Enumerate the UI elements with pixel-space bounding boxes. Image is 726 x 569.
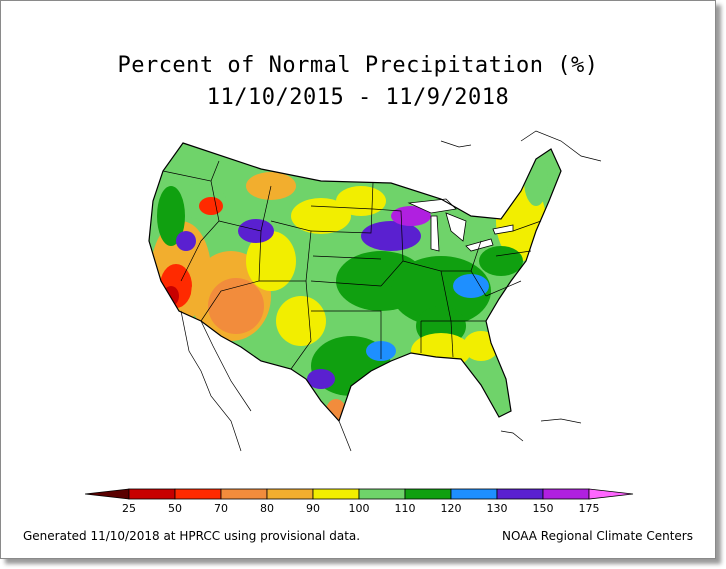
precip-legend: 25 50 70 80 90 100 110 120 130 150 175 [85,488,634,515]
legend-tick-label: 150 [533,502,554,515]
legend-swatch [128,488,176,500]
footer-generated-note: Generated 11/10/2018 at HPRCC using prov… [23,529,361,543]
border-context [180,130,602,452]
footer-source: NOAA Regional Climate Centers [502,529,693,543]
legend-tick-label: 110 [395,502,416,515]
state-boundaries [162,160,542,370]
map-title: Percent of Normal Precipitation (%) [117,53,599,78]
figure-frame: Percent of Normal Precipitation (%) 11/1… [0,0,716,559]
legend-tick-label: 50 [168,502,182,515]
map-date-range: 11/10/2015 - 11/9/2018 [206,85,510,110]
legend-tick-label: 90 [306,502,320,515]
great-lakes [407,198,514,252]
legend-swatch [358,488,406,500]
legend-swatch [312,488,360,500]
legend-color-bar [85,488,634,500]
legend-tick-label: 70 [214,502,228,515]
precip-field [149,143,561,421]
legend-swatch-high [588,488,634,500]
legend-tick-label: 25 [122,502,136,515]
legend-swatch [266,488,314,500]
legend-tick-labels: 25 50 70 80 90 100 110 120 130 150 175 [122,502,600,515]
legend-swatch [404,488,452,500]
legend-swatch [450,488,498,500]
legend-tick-label: 175 [579,502,600,515]
us-outline [148,142,562,423]
legend-swatch [220,488,268,500]
legend-swatch-low [85,488,130,500]
legend-tick-label: 120 [441,502,462,515]
legend-swatch [174,488,222,500]
legend-tick-label: 100 [349,502,370,515]
precipitation-map [148,130,602,452]
legend-tick-label: 80 [260,502,274,515]
legend-swatch [496,488,544,500]
legend-tick-label: 130 [487,502,508,515]
legend-swatch [542,488,590,500]
